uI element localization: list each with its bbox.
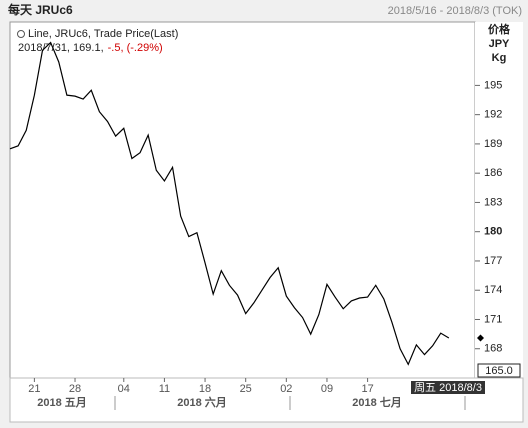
x-tick-label: 11: [159, 383, 170, 395]
last-price-marker: [477, 334, 484, 342]
y-axis-label: Kg: [492, 52, 507, 64]
x-tick-label: 28: [69, 383, 81, 395]
y-axis-area: [475, 22, 523, 378]
plot-area: [9, 21, 476, 379]
x-tick-label: 17: [361, 383, 373, 395]
crosshair-date: 周五 2018/8/3: [414, 381, 482, 394]
y-tick-label: 171: [484, 313, 502, 325]
y-axis-label: 价格: [488, 22, 511, 36]
y-tick-label: 186: [484, 167, 502, 179]
crosshair-price: 165.0: [485, 365, 513, 377]
x-tick-label: 21: [28, 383, 40, 395]
y-tick-label: 195: [484, 79, 502, 91]
legend-change: -.5, (-.29%): [108, 42, 163, 54]
y-axis-label: JPY: [489, 38, 510, 50]
y-tick-label: 180: [484, 226, 502, 238]
y-tick-label: 177: [484, 255, 502, 267]
x-tick-label: 09: [321, 383, 333, 395]
legend-last: 2018/7/31, 169.1,: [18, 42, 104, 54]
month-label: 2018 七月: [352, 395, 402, 409]
y-tick-label: 168: [484, 343, 502, 355]
y-tick-label: 174: [484, 284, 502, 296]
x-tick-label: 25: [240, 383, 252, 395]
x-tick-label: 02: [280, 383, 292, 395]
month-label: 2018 六月: [177, 395, 227, 409]
y-tick-label: 183: [484, 196, 502, 208]
date-range: 2018/5/16 - 2018/8/3 (TOK): [388, 5, 522, 17]
crosshair-date-box: [411, 381, 485, 394]
x-tick-label: 04: [118, 383, 130, 395]
legend-series: Line, JRUc6, Trade Price(Last): [28, 28, 178, 40]
x-tick-label: 18: [199, 383, 211, 395]
legend-icon: [17, 30, 25, 38]
chart-title: 每天 JRUc6: [8, 2, 73, 17]
y-tick-label: 189: [484, 138, 502, 150]
y-tick-label: 192: [484, 109, 502, 121]
month-label: 2018 五月: [37, 396, 87, 409]
crosshair-price-box: [477, 363, 521, 378]
price-line: [9, 41, 450, 366]
